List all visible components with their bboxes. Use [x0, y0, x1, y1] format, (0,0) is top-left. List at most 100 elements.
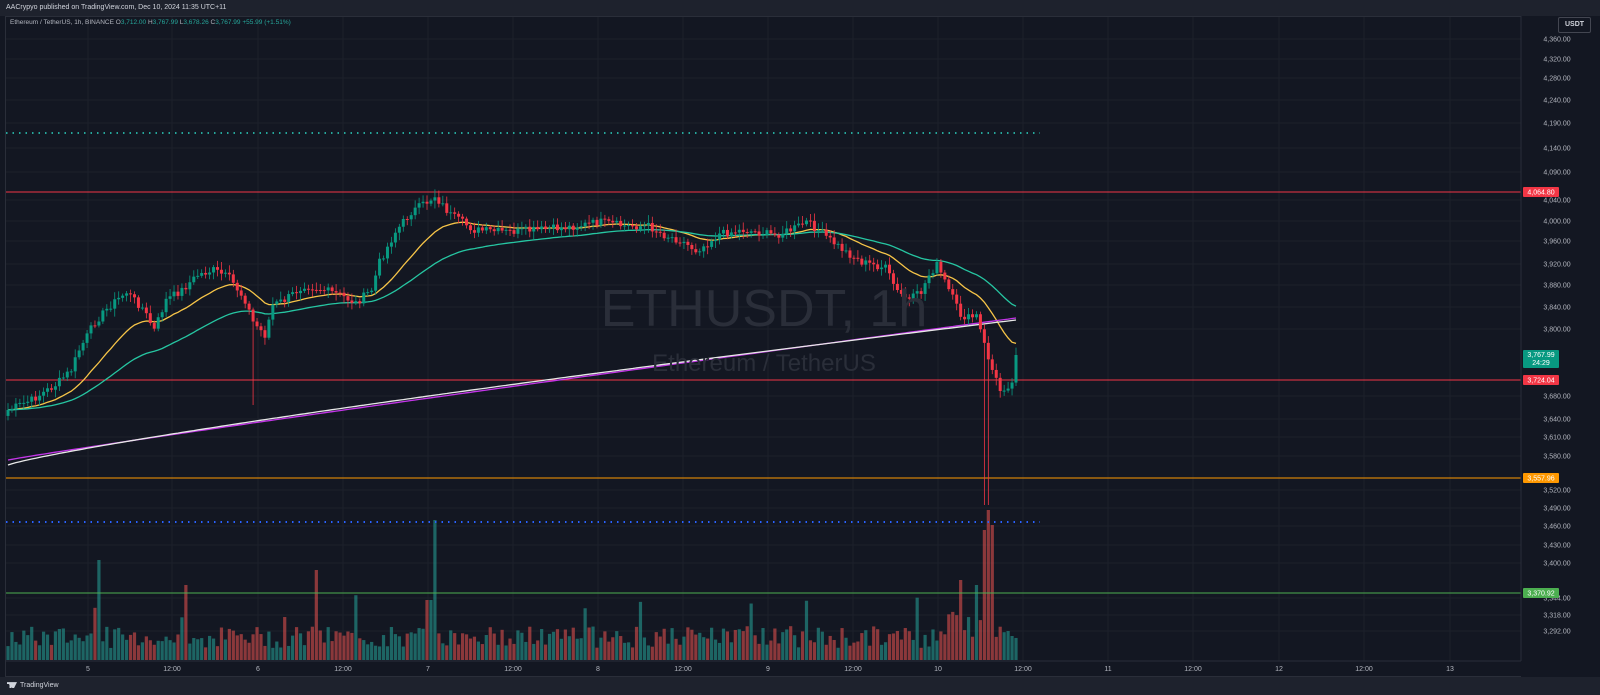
candle-body[interactable] [125, 293, 129, 296]
candle-body[interactable] [291, 292, 295, 295]
candle-body[interactable] [947, 279, 951, 290]
candle-body[interactable] [619, 220, 623, 227]
candle-body[interactable] [753, 231, 757, 233]
candle-body[interactable] [212, 267, 216, 273]
candle-body[interactable] [164, 298, 168, 313]
candle-body[interactable] [449, 212, 453, 214]
candle-body[interactable] [666, 237, 670, 239]
candle-body[interactable] [832, 237, 836, 245]
candle-body[interactable] [468, 225, 472, 231]
candle-body[interactable] [314, 289, 318, 291]
candle-body[interactable] [117, 297, 121, 300]
candle-body[interactable] [453, 212, 457, 214]
candle-body[interactable] [971, 314, 975, 318]
candle-body[interactable] [310, 289, 314, 291]
candle-body[interactable] [686, 241, 690, 245]
candle-body[interactable] [757, 231, 761, 236]
candle-body[interactable] [978, 314, 982, 330]
candle-body[interactable] [57, 377, 61, 387]
candle-body[interactable] [69, 371, 73, 373]
candle-body[interactable] [710, 241, 714, 247]
candle-body[interactable] [1002, 390, 1006, 392]
candle-body[interactable] [421, 201, 425, 204]
candle-body[interactable] [638, 226, 642, 230]
candle-body[interactable] [939, 261, 943, 273]
candle-body[interactable] [26, 401, 30, 403]
candle-body[interactable] [188, 282, 192, 290]
candle-body[interactable] [591, 219, 595, 223]
candle-body[interactable] [583, 222, 587, 227]
candle-body[interactable] [330, 287, 334, 292]
candle-body[interactable] [109, 308, 113, 310]
candle-body[interactable] [801, 223, 805, 225]
candle-body[interactable] [488, 227, 492, 230]
candle-body[interactable] [967, 314, 971, 320]
candle-body[interactable] [437, 197, 441, 204]
candle-body[interactable] [868, 260, 872, 263]
candle-body[interactable] [706, 246, 710, 248]
candle-body[interactable] [635, 226, 639, 230]
candle-body[interactable] [555, 224, 559, 231]
candle-body[interactable] [808, 220, 812, 222]
candle-body[interactable] [318, 289, 322, 291]
candle-body[interactable] [53, 386, 57, 390]
candle-body[interactable] [595, 219, 599, 226]
candle-body[interactable] [247, 303, 251, 310]
candle-body[interactable] [500, 228, 504, 231]
candle-body[interactable] [520, 228, 524, 230]
candle-body[interactable] [105, 308, 109, 311]
candle-body[interactable] [998, 377, 1002, 392]
candle-body[interactable] [401, 219, 405, 227]
candle-body[interactable] [227, 272, 231, 275]
candle-body[interactable] [718, 233, 722, 240]
candle-body[interactable] [943, 272, 947, 280]
candle-body[interactable] [745, 232, 749, 234]
candle-body[interactable] [579, 226, 583, 228]
candle-body[interactable] [903, 293, 907, 298]
candle-body[interactable] [370, 290, 374, 293]
candle-body[interactable] [955, 294, 959, 304]
candle-body[interactable] [362, 292, 366, 304]
candle-body[interactable] [674, 237, 678, 243]
candle-body[interactable] [457, 213, 461, 217]
candle-body[interactable] [405, 219, 409, 221]
candle-body[interactable] [615, 220, 619, 223]
candle-body[interactable] [919, 291, 923, 294]
candle-body[interactable] [172, 291, 176, 297]
candle-body[interactable] [915, 291, 919, 294]
candle-body[interactable] [599, 218, 603, 226]
candle-body[interactable] [765, 230, 769, 235]
candle-body[interactable] [160, 312, 164, 318]
candle-body[interactable] [642, 225, 646, 227]
candle-body[interactable] [516, 228, 520, 234]
candle-body[interactable] [1014, 355, 1018, 383]
candle-body[interactable] [1010, 382, 1014, 389]
candle-body[interactable] [876, 264, 880, 270]
candle-body[interactable] [627, 225, 631, 227]
candle-body[interactable] [935, 261, 939, 274]
candle-body[interactable] [761, 234, 765, 236]
candle-body[interactable] [93, 325, 97, 327]
candle-body[interactable] [828, 235, 832, 238]
candle-body[interactable] [959, 303, 963, 317]
candle-body[interactable] [844, 250, 848, 252]
candle-body[interactable] [374, 275, 378, 291]
candle-body[interactable] [694, 249, 698, 253]
candle-body[interactable] [461, 216, 465, 219]
candle-body[interactable] [714, 239, 718, 242]
candle-body[interactable] [781, 233, 785, 238]
candle-body[interactable] [864, 260, 868, 265]
candle-body[interactable] [907, 297, 911, 299]
candle-body[interactable] [196, 275, 200, 277]
candle-body[interactable] [34, 396, 38, 401]
candle-body[interactable] [563, 227, 567, 230]
candle-body[interactable] [856, 257, 860, 259]
candle-body[interactable] [322, 290, 326, 292]
candle-body[interactable] [342, 292, 346, 297]
candle-body[interactable] [773, 233, 777, 235]
candle-body[interactable] [255, 321, 259, 327]
candle-body[interactable] [299, 290, 303, 294]
candle-body[interactable] [816, 230, 820, 232]
candle-body[interactable] [1006, 388, 1010, 391]
candle-body[interactable] [271, 304, 275, 320]
